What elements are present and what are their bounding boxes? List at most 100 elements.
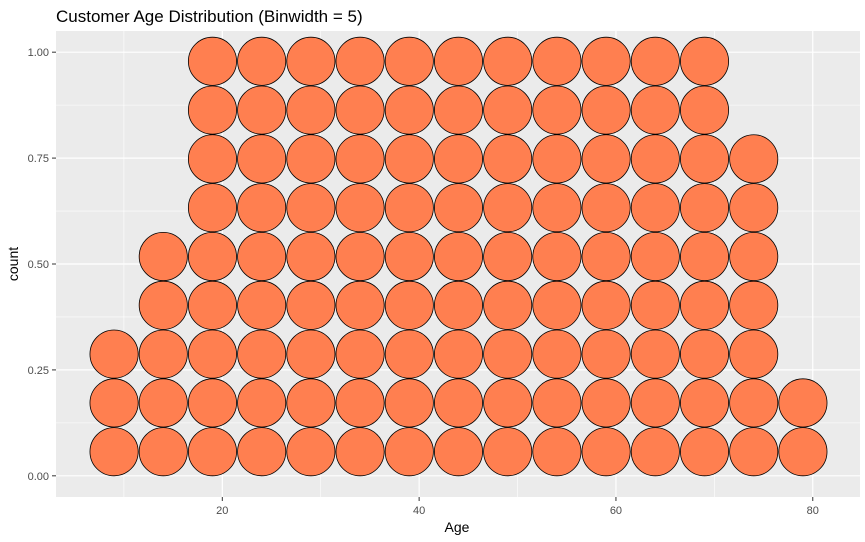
dot [630, 85, 680, 135]
dot [778, 378, 828, 428]
dot [729, 231, 779, 282]
dot [630, 231, 680, 282]
dot [581, 378, 631, 428]
dot [335, 378, 385, 428]
dot [335, 427, 385, 477]
dot [237, 329, 287, 379]
dot [483, 183, 533, 233]
y-axis-title: count [5, 247, 21, 281]
dot [237, 280, 287, 330]
dot [532, 183, 582, 233]
dot [237, 183, 287, 233]
dot [483, 378, 533, 428]
x-tick-label: 20 [216, 505, 228, 517]
dot [138, 231, 188, 282]
dot [483, 85, 533, 135]
dot [532, 427, 582, 477]
dot [581, 134, 631, 184]
chart-title: Customer Age Distribution (Binwidth = 5) [56, 7, 363, 26]
dot [286, 134, 336, 184]
dot [335, 329, 385, 379]
dot [89, 378, 139, 428]
dot [187, 280, 237, 330]
dot [680, 134, 730, 184]
dot [384, 280, 434, 330]
dot [729, 280, 779, 330]
y-tick-label: 1.00 [28, 47, 49, 59]
dot [630, 183, 680, 233]
dot [237, 36, 287, 86]
dot [729, 427, 779, 477]
dot [187, 378, 237, 428]
dot [187, 183, 237, 233]
x-tick-label: 80 [807, 505, 819, 517]
dot [630, 329, 680, 379]
dot [630, 36, 680, 86]
dot [483, 329, 533, 379]
dot [237, 85, 287, 135]
dot [680, 427, 730, 477]
dot [680, 329, 730, 379]
dot [138, 378, 188, 428]
dot [187, 134, 237, 184]
dot [680, 85, 730, 135]
dot [138, 427, 188, 477]
x-axis-title: Age [445, 519, 470, 535]
dot [581, 36, 631, 86]
dot [778, 427, 828, 477]
dot [384, 85, 434, 135]
y-tick-label: 0.00 [28, 471, 49, 483]
dot [237, 231, 287, 282]
dot [630, 134, 680, 184]
y-tick-label: 0.50 [28, 259, 49, 271]
dot [187, 36, 237, 86]
dot [532, 36, 582, 86]
dot [433, 36, 483, 86]
dot [433, 427, 483, 477]
dot [187, 85, 237, 135]
dot [433, 85, 483, 135]
dot [433, 378, 483, 428]
dot [532, 134, 582, 184]
dot [532, 231, 582, 282]
dot [630, 427, 680, 477]
dot [187, 427, 237, 477]
dot [335, 36, 385, 86]
dot [286, 85, 336, 135]
dot [433, 183, 483, 233]
dot [630, 280, 680, 330]
dot [433, 231, 483, 282]
dot [680, 280, 730, 330]
x-tick-label: 60 [610, 505, 622, 517]
dot [630, 378, 680, 428]
dots-layer [89, 36, 828, 477]
dot [138, 280, 188, 330]
dot [581, 231, 631, 282]
dot [286, 231, 336, 282]
dot [581, 280, 631, 330]
dot [581, 329, 631, 379]
dot [286, 36, 336, 86]
dot [286, 378, 336, 428]
dot [483, 427, 533, 477]
dot [187, 329, 237, 379]
dot [532, 85, 582, 135]
x-tick-label: 40 [413, 505, 425, 517]
dot [237, 427, 287, 477]
dot [384, 231, 434, 282]
axis-ticks: 20 40 60 80 0.00 0.25 0.50 0.75 1.00 [28, 47, 819, 517]
dot [384, 329, 434, 379]
dot [286, 427, 336, 477]
dot [384, 427, 434, 477]
y-tick-label: 0.75 [28, 153, 49, 165]
dot [680, 378, 730, 428]
dot [729, 329, 779, 379]
dot [433, 280, 483, 330]
dot [483, 134, 533, 184]
dot [335, 280, 385, 330]
dot [680, 183, 730, 233]
dot [286, 183, 336, 233]
dot [532, 329, 582, 379]
dot [237, 378, 287, 428]
